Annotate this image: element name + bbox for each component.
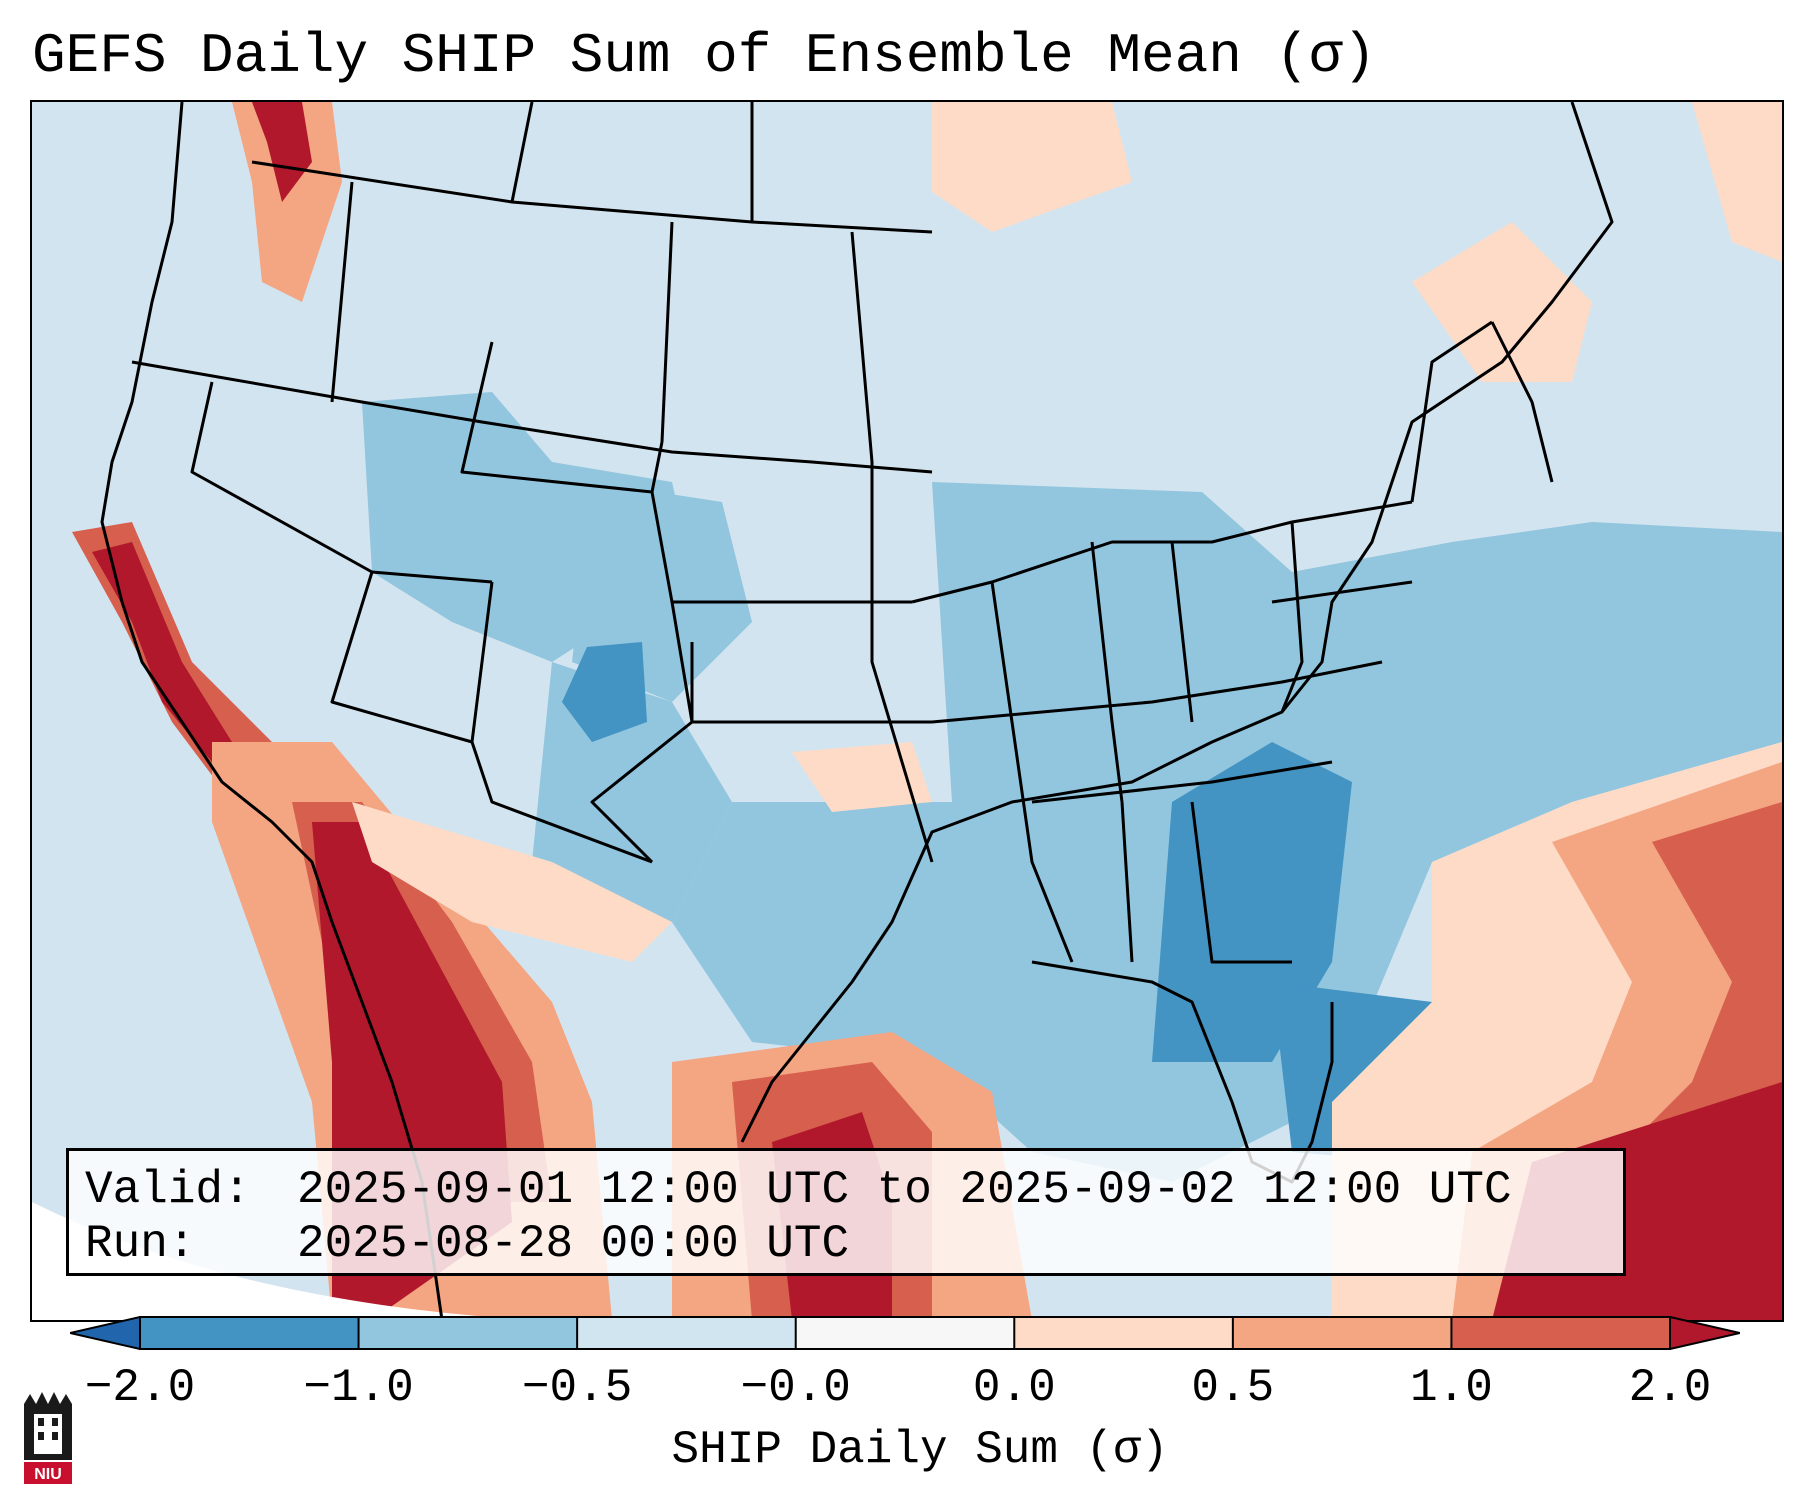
colorbar-tick-label: 1.0: [1410, 1362, 1493, 1414]
colorbar-segment: [140, 1317, 360, 1349]
run-line: Run: 2025-08-28 00:00 UTC: [85, 1217, 1607, 1271]
map-panel: [30, 100, 1784, 1322]
run-key: Run:: [85, 1218, 196, 1270]
valid-line: Valid: 2025-09-01 12:00 UTC to 2025-09-02…: [85, 1163, 1607, 1217]
niu-logo-icon: NIU: [24, 1392, 72, 1484]
colorbar-segment: [577, 1317, 797, 1349]
colorbar-segment: [1232, 1317, 1452, 1349]
colorbar-tick-label: 0.5: [1191, 1362, 1275, 1414]
valid-key: Valid:: [85, 1164, 251, 1216]
colorbar-segment: [358, 1317, 578, 1349]
valid-value: 2025-09-01 12:00 UTC to 2025-09-02 12:00…: [297, 1164, 1512, 1216]
colorbar-segment: [1014, 1317, 1234, 1349]
colorbar-segment: [795, 1317, 1015, 1349]
colorbar-tick-label: −0.0: [740, 1362, 851, 1414]
map-canvas: [32, 102, 1782, 1320]
niu-logo-text: NIU: [34, 1466, 62, 1483]
colorbar-tick-label: 2.0: [1628, 1362, 1712, 1414]
colorbar-canvas: [70, 1316, 1740, 1350]
colorbar: [70, 1316, 1740, 1350]
colorbar-tick-label: −1.0: [303, 1362, 414, 1414]
validity-info-box: Valid: 2025-09-01 12:00 UTC to 2025-09-02…: [66, 1148, 1626, 1276]
colorbar-tick-label: −0.5: [521, 1362, 633, 1414]
figure-title: GEFS Daily SHIP Sum of Ensemble Mean (σ): [32, 24, 1377, 88]
run-value: 2025-08-28 00:00 UTC: [297, 1218, 850, 1270]
coastlines: [100, 102, 1614, 1320]
colorbar-tick-label: −2.0: [84, 1362, 196, 1414]
colorbar-segment: [1451, 1317, 1671, 1349]
colorbar-under-extension: [70, 1316, 141, 1350]
colorbar-label: SHIP Daily Sum (σ): [671, 1424, 1169, 1476]
colorbar-over-extension: [1669, 1316, 1740, 1350]
projection-edge: [32, 1202, 532, 1320]
state-boundaries: [131, 102, 1554, 964]
colorbar-tick-label: 0.0: [972, 1362, 1056, 1414]
